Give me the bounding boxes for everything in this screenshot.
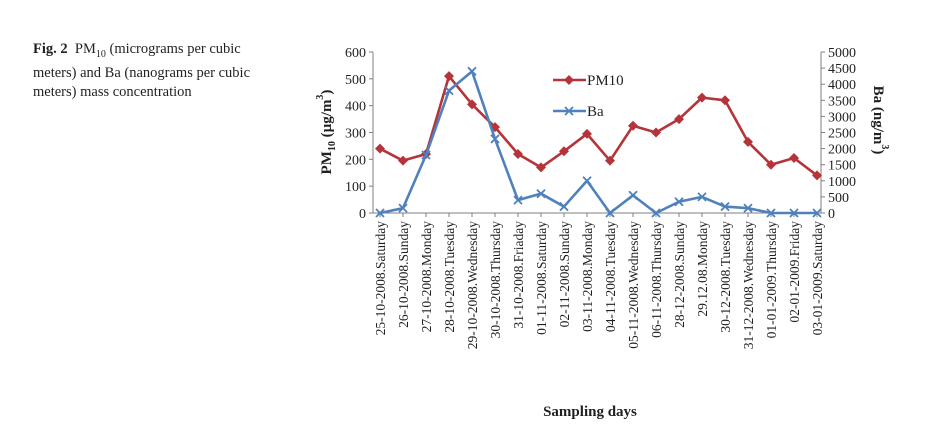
figure-label: Fig. 2 xyxy=(33,41,68,57)
data-point-pm10 xyxy=(674,114,684,125)
data-point-ba xyxy=(375,208,385,218)
left-tick-label: 200 xyxy=(345,153,366,168)
data-point-ba xyxy=(812,208,822,218)
x-tick-label: 26-10-2008.Sunday xyxy=(396,221,411,328)
data-point-ba xyxy=(697,192,707,202)
data-point-ba xyxy=(490,134,500,144)
data-point-ba xyxy=(605,208,615,218)
x-tick-label: 30-10-2008.Thursday xyxy=(488,221,503,339)
data-point-pm10 xyxy=(812,170,822,181)
right-axis-title: Ba (ng/m3) xyxy=(870,86,890,155)
legend-label-pm10: PM10 xyxy=(587,73,624,89)
right-tick-label: 1500 xyxy=(828,159,856,174)
chart-series xyxy=(375,66,822,218)
data-point-pm10 xyxy=(651,127,661,138)
left-tick-label: 600 xyxy=(345,46,366,61)
x-tick-label: 28-10-2008.Tuesday xyxy=(442,221,457,333)
right-tick-label: 3500 xyxy=(828,94,856,109)
data-point-ba xyxy=(398,203,408,213)
data-point-ba xyxy=(559,201,569,212)
series-line-pm10 xyxy=(379,74,818,177)
right-tick-label: 0 xyxy=(828,207,835,222)
x-tick-label: 03-11-2008.Monday xyxy=(580,221,595,332)
data-point-ba xyxy=(513,195,523,205)
data-point-pm10 xyxy=(513,148,523,159)
x-tick-label: 05-11-2008.Wednesday xyxy=(626,221,641,349)
data-point-pm10 xyxy=(720,95,730,106)
right-tick-label: 5000 xyxy=(828,46,856,61)
left-tick-label: 300 xyxy=(345,127,366,142)
caption-rest: (micrograms per cubic meters) and Ba (na… xyxy=(33,41,251,100)
legend-marker-pm10 xyxy=(564,75,574,85)
right-tick-label: 4500 xyxy=(828,62,856,77)
left-tick-label: 500 xyxy=(345,73,366,88)
chart-legend: PM10 Ba xyxy=(553,73,624,120)
right-tick-label: 1000 xyxy=(828,175,856,190)
data-point-ba xyxy=(467,66,477,76)
data-point-ba xyxy=(628,190,638,200)
data-point-pm10 xyxy=(398,155,408,166)
right-tick-label: 500 xyxy=(828,191,849,206)
data-point-ba xyxy=(536,189,546,199)
x-tick-label: 03-01-2009.Saturday xyxy=(810,221,825,336)
data-point-pm10 xyxy=(536,162,546,173)
data-point-pm10 xyxy=(766,159,776,170)
data-point-pm10 xyxy=(559,146,569,157)
chart-axes: 0100200300400500600050010001500200025003… xyxy=(345,46,856,349)
data-point-pm10 xyxy=(467,99,477,110)
data-point-pm10 xyxy=(582,128,592,139)
left-tick-label: 100 xyxy=(345,180,366,195)
caption-prefix: PM xyxy=(74,41,96,57)
x-tick-label: 25-10-2008.Saturday xyxy=(373,221,388,336)
x-tick-label: 01-01-2009.Thursday xyxy=(764,221,779,339)
x-tick-label: 29-10-2008.Wednesday xyxy=(465,221,480,350)
right-tick-label: 2000 xyxy=(828,143,856,158)
x-tick-label: 31-12-2008.Wednesday xyxy=(741,221,756,350)
x-tick-label: 02-11-2008.Sunday xyxy=(557,221,572,328)
legend-marker-ba xyxy=(564,106,574,116)
data-point-ba xyxy=(743,203,753,213)
x-axis-title: Sampling days xyxy=(543,404,637,420)
figure-caption: Fig. 2 PM10 (micrograms per cubic meters… xyxy=(33,40,263,102)
data-point-ba xyxy=(444,86,454,96)
data-point-pm10 xyxy=(444,71,454,82)
left-axis-title: PM10 (µg/m3) xyxy=(315,90,338,175)
left-tick-label: 400 xyxy=(345,100,366,115)
data-point-pm10 xyxy=(743,136,753,147)
left-tick-label: 0 xyxy=(359,207,366,222)
x-tick-label: 28-12-2008.Sunday xyxy=(672,221,687,328)
x-tick-label: 01-11-2008.Saturday xyxy=(534,221,549,335)
right-tick-label: 4000 xyxy=(828,78,856,93)
x-tick-label: 27-10-2008.Monday xyxy=(419,221,434,333)
data-point-ba xyxy=(651,208,661,218)
caption-sub: 10 xyxy=(95,48,106,60)
right-tick-label: 2500 xyxy=(828,127,856,142)
x-tick-label: 02-01-2009.Friday xyxy=(787,221,802,323)
x-tick-label: 04-11-2008.Tuesday xyxy=(603,221,618,332)
data-point-pm10 xyxy=(628,120,638,131)
legend-label-ba: Ba xyxy=(587,104,604,120)
data-point-ba xyxy=(766,208,776,218)
data-point-pm10 xyxy=(605,155,615,166)
x-tick-label: 06-11-2008.Thursday xyxy=(649,221,664,338)
data-point-ba xyxy=(720,201,730,212)
data-point-ba xyxy=(582,176,592,186)
x-tick-label: 29.12.08.Monday xyxy=(695,221,710,317)
data-point-pm10 xyxy=(375,143,385,154)
x-tick-label: 30-12-2008.Tuesday xyxy=(718,221,733,333)
data-point-ba xyxy=(674,197,684,207)
chart-axis-labels: Sampling days PM10 (µg/m3) Ba (ng/m3) xyxy=(315,86,890,420)
data-point-pm10 xyxy=(789,152,799,163)
data-point-pm10 xyxy=(697,92,707,103)
right-tick-label: 3000 xyxy=(828,110,856,125)
x-tick-label: 31-10-2008.Friaday xyxy=(511,221,526,329)
data-point-ba xyxy=(789,208,799,218)
data-point-ba xyxy=(421,150,431,160)
